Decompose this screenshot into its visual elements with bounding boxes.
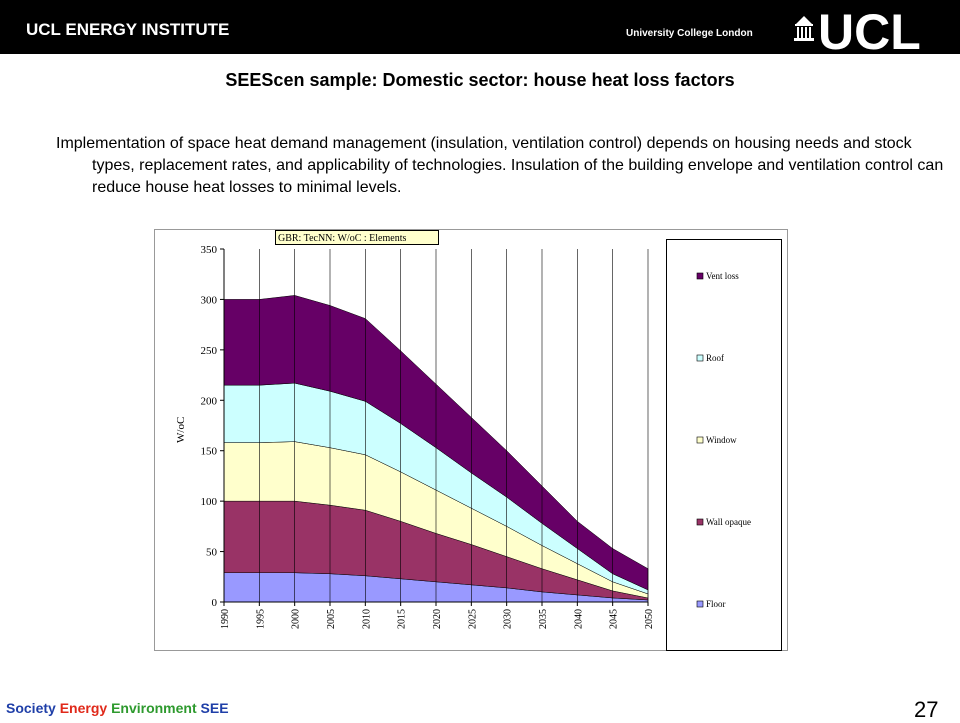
x-tick-label: 2000 xyxy=(291,609,302,629)
ucl-logo: UCL xyxy=(794,6,921,52)
x-tick-label: 2030 xyxy=(503,609,514,629)
legend-label: Window xyxy=(706,435,737,445)
chart-title-box xyxy=(275,230,439,245)
x-tick-label: 2015 xyxy=(397,609,408,629)
footer-word-society: Society xyxy=(6,700,60,716)
chart-area: 0 50 100 150 200 250 300 350 1990 1995 2000 2005 201… xyxy=(154,229,788,651)
x-tick-label: 2025 xyxy=(467,609,478,629)
y-tick-label: 300 xyxy=(201,294,218,306)
plot-area: 0 50 100 150 200 250 300 350 1990 1995 2000 2005 201… xyxy=(201,244,656,629)
footer-word-energy: Energy xyxy=(59,700,112,716)
y-tick-label: 150 xyxy=(201,446,218,458)
legend-box xyxy=(666,239,782,651)
x-tick-label: 2050 xyxy=(644,609,655,629)
footer-tagline: Society Energy Environment SEE xyxy=(6,700,229,716)
x-tick-label: 1990 xyxy=(220,609,231,629)
legend-swatch xyxy=(696,600,704,608)
x-tick-label: 2010 xyxy=(361,609,372,629)
legend-label: Floor xyxy=(706,599,726,609)
legend-label: Vent loss xyxy=(706,271,739,281)
legend-swatch xyxy=(696,436,704,444)
chart-title: GBR: TecNN: W/oC : Elements xyxy=(278,233,406,244)
body-paragraph: Implementation of space heat demand mana… xyxy=(56,135,944,196)
slide-title: SEEScen sample: Domestic sector: house h… xyxy=(225,70,735,90)
x-tick-label: 2035 xyxy=(538,609,549,629)
university-name: University College London xyxy=(626,28,753,39)
legend-label: Wall opaque xyxy=(706,517,751,527)
logo-text: UCL xyxy=(818,6,921,52)
y-tick-label: 250 xyxy=(201,345,218,357)
legend-swatch xyxy=(696,272,704,280)
legend-label: Roof xyxy=(706,353,724,363)
x-tick-label: 2045 xyxy=(609,609,620,629)
footer-word-environment: Environment xyxy=(111,700,201,716)
legend-swatch xyxy=(696,354,704,362)
legend-swatch xyxy=(696,518,704,526)
page-number: 27 xyxy=(914,697,939,722)
x-tick-label: 2005 xyxy=(326,609,337,629)
header-bar: UCL ENERGY INSTITUTE University College … xyxy=(0,0,960,54)
institute-name: UCL ENERGY INSTITUTE xyxy=(26,20,230,39)
x-tick-label: 2040 xyxy=(573,609,584,629)
x-tick-label: 2020 xyxy=(432,609,443,629)
legend: Vent loss Roof Window Wall opaque Floor xyxy=(696,271,751,609)
y-tick-label: 100 xyxy=(201,496,218,508)
y-axis-label: W/oC xyxy=(175,417,187,443)
y-tick-label: 350 xyxy=(201,244,218,256)
footer-word-see: SEE xyxy=(200,700,229,716)
y-tick-label: 0 xyxy=(212,597,218,609)
portico-icon xyxy=(794,16,814,41)
y-tick-label: 50 xyxy=(206,547,218,559)
y-tick-label: 200 xyxy=(201,395,218,407)
x-tick-label: 1995 xyxy=(255,609,266,629)
